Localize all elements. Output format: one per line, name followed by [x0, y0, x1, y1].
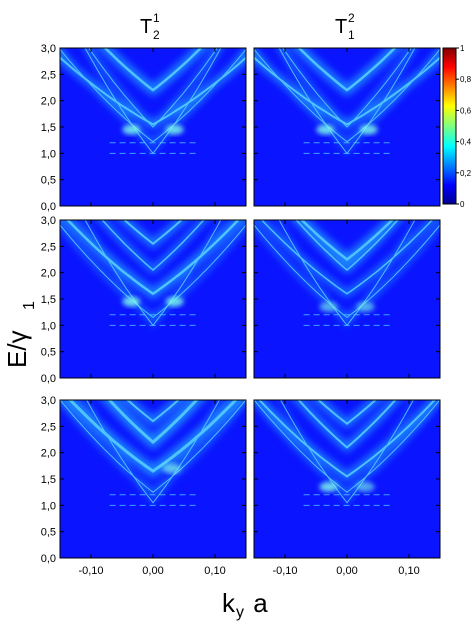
- y-tick-label: 1,0: [41, 320, 56, 332]
- band-line: [297, 48, 397, 92]
- band-line: [60, 56, 246, 126]
- y-tick-label: 1,0: [41, 148, 56, 160]
- colorbar-tick-label: 0,4: [460, 138, 472, 147]
- panel-r1-c2: [253, 47, 441, 207]
- hotspot: [356, 481, 375, 492]
- y-tick-label: 1,5: [41, 474, 56, 486]
- band-line: [107, 400, 199, 445]
- y-tick-label: 2,0: [41, 96, 56, 108]
- band-line: [260, 220, 434, 295]
- y-tick-label: 1,5: [41, 294, 56, 306]
- x-tick-label: 0,10: [398, 565, 419, 577]
- y-tick-label: 2,0: [41, 448, 56, 460]
- svg-text:T: T: [140, 16, 152, 38]
- colorbar: 1 0,8 0,6 0,4 0,2 0: [442, 44, 472, 209]
- svg-text:2: 2: [153, 28, 160, 42]
- column-title-1: T 1 2: [140, 11, 160, 42]
- colorbar-tick-label: 1: [460, 44, 465, 53]
- svg-text:2: 2: [348, 11, 355, 25]
- x-tick-label: -0,10: [272, 565, 297, 577]
- svg-text:a: a: [246, 588, 268, 618]
- band-line: [295, 220, 399, 271]
- y-axis-label: E/γ 1: [2, 301, 38, 368]
- x-axis-label: k y a: [222, 588, 268, 621]
- svg-text:1: 1: [21, 301, 38, 310]
- colorbar-tick-label: 0,8: [460, 75, 472, 84]
- panel-r3-c1: 0,0 0,5 1,0 1,5 2,0 2,5 3,0 -0,10 0,00 0,10: [41, 395, 247, 577]
- band-line: [254, 224, 440, 319]
- svg-text:y: y: [236, 604, 244, 621]
- band-line: [123, 220, 183, 245]
- band-line: [300, 220, 394, 262]
- band-line: [317, 400, 377, 425]
- band-line: [126, 400, 180, 423]
- band-line: [101, 220, 205, 271]
- band-line: [88, 48, 218, 128]
- x-tick-label: 0,00: [336, 565, 357, 577]
- band-line: [68, 400, 238, 473]
- hotspot: [162, 463, 181, 474]
- hotspot: [319, 481, 338, 492]
- hotspot: [359, 124, 378, 135]
- band-line: [66, 220, 240, 296]
- svg-text:1: 1: [153, 11, 160, 25]
- x-tick-label: -0,10: [78, 565, 103, 577]
- colorbar-tick-label: 0: [460, 200, 465, 209]
- y-tick-label: 2,5: [41, 241, 56, 253]
- hotspot: [356, 301, 375, 312]
- svg-text:T: T: [335, 16, 347, 38]
- x-tick-label: 0,10: [204, 565, 225, 577]
- svg-text:E/γ: E/γ: [2, 330, 32, 368]
- panel-r1-c1: 0,0 0,5 1,0 1,5 2,0 2,5 3,0: [41, 43, 247, 213]
- y-tick-label: 3,0: [41, 43, 56, 55]
- band-line: [60, 400, 246, 493]
- y-tick-label: 1,0: [41, 500, 56, 512]
- column-title-2: T 2 1: [335, 11, 355, 42]
- band-line: [282, 48, 412, 128]
- y-tick-label: 0,5: [41, 347, 56, 359]
- svg-text:1: 1: [348, 28, 355, 42]
- y-tick-label: 3,0: [41, 215, 56, 227]
- y-tick-label: 2,5: [41, 69, 56, 81]
- y-tick-label: 1,5: [41, 122, 56, 134]
- y-tick-label: 0,0: [41, 373, 56, 385]
- y-tick-label: 0,5: [41, 527, 56, 539]
- colorbar-tick-label: 0,6: [460, 106, 472, 115]
- panel-r2-c1: 0,0 0,5 1,0 1,5 2,0 2,5 3,0: [41, 215, 247, 385]
- band-line: [60, 224, 246, 319]
- hotspot: [122, 296, 141, 307]
- svg-text:k: k: [222, 588, 236, 618]
- y-tick-label: 3,0: [41, 395, 56, 407]
- panel-r3-c2: -0,10 0,00 0,10: [253, 399, 441, 577]
- hotspot: [165, 124, 184, 135]
- y-tick-label: 0,5: [41, 175, 56, 187]
- band-line: [103, 48, 203, 92]
- y-tick-label: 0,0: [41, 553, 56, 565]
- colorbar-tick-label: 0,2: [460, 169, 472, 178]
- band-line: [258, 400, 436, 478]
- x-tick-label: 0,00: [142, 565, 163, 577]
- panel-r2-c2: [253, 219, 441, 379]
- band-line: [254, 400, 440, 493]
- y-tick-label: 2,0: [41, 268, 56, 280]
- band-line: [297, 400, 397, 449]
- heatmap-panels: 0,0 0,5 1,0 1,5 2,0 2,5 3,0 0,0 0,5 1,0 1,5 2,0 2,5 3…: [41, 43, 441, 577]
- y-tick-label: 2,5: [41, 421, 56, 433]
- hotspot: [165, 296, 184, 307]
- band-line: [254, 56, 440, 126]
- y-tick-label: 0,0: [41, 201, 56, 213]
- hotspot: [316, 124, 335, 135]
- hotspot: [122, 124, 141, 135]
- hotspot: [319, 301, 338, 312]
- colorbar-gradient: [442, 47, 457, 205]
